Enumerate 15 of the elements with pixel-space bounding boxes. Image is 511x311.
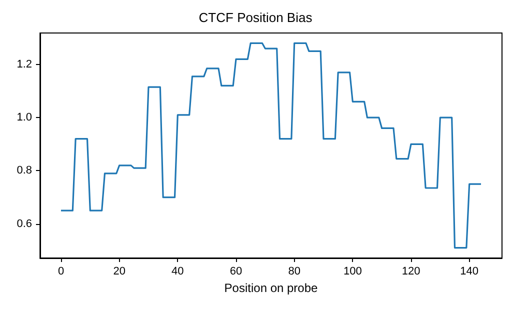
y-tick-label: 1.2 [16, 58, 32, 70]
y-tick-label: 0.6 [16, 218, 32, 230]
x-tick-label: 0 [58, 266, 64, 278]
x-tick-label: 100 [343, 266, 362, 278]
chart-title: CTCF Position Bias [198, 10, 313, 25]
x-tick-label: 140 [460, 266, 479, 278]
x-tick-label: 20 [113, 266, 126, 278]
x-tick-label: 60 [230, 266, 242, 278]
x-tick-label: 40 [172, 266, 184, 278]
x-tick-label: 80 [288, 266, 300, 278]
x-tick-label: 120 [402, 266, 420, 278]
line-series [60, 42, 482, 249]
y-tick-label: 0.8 [16, 164, 32, 177]
x-axis-title: Position on probe [224, 281, 318, 295]
y-tick-label: 1.0 [16, 112, 32, 124]
